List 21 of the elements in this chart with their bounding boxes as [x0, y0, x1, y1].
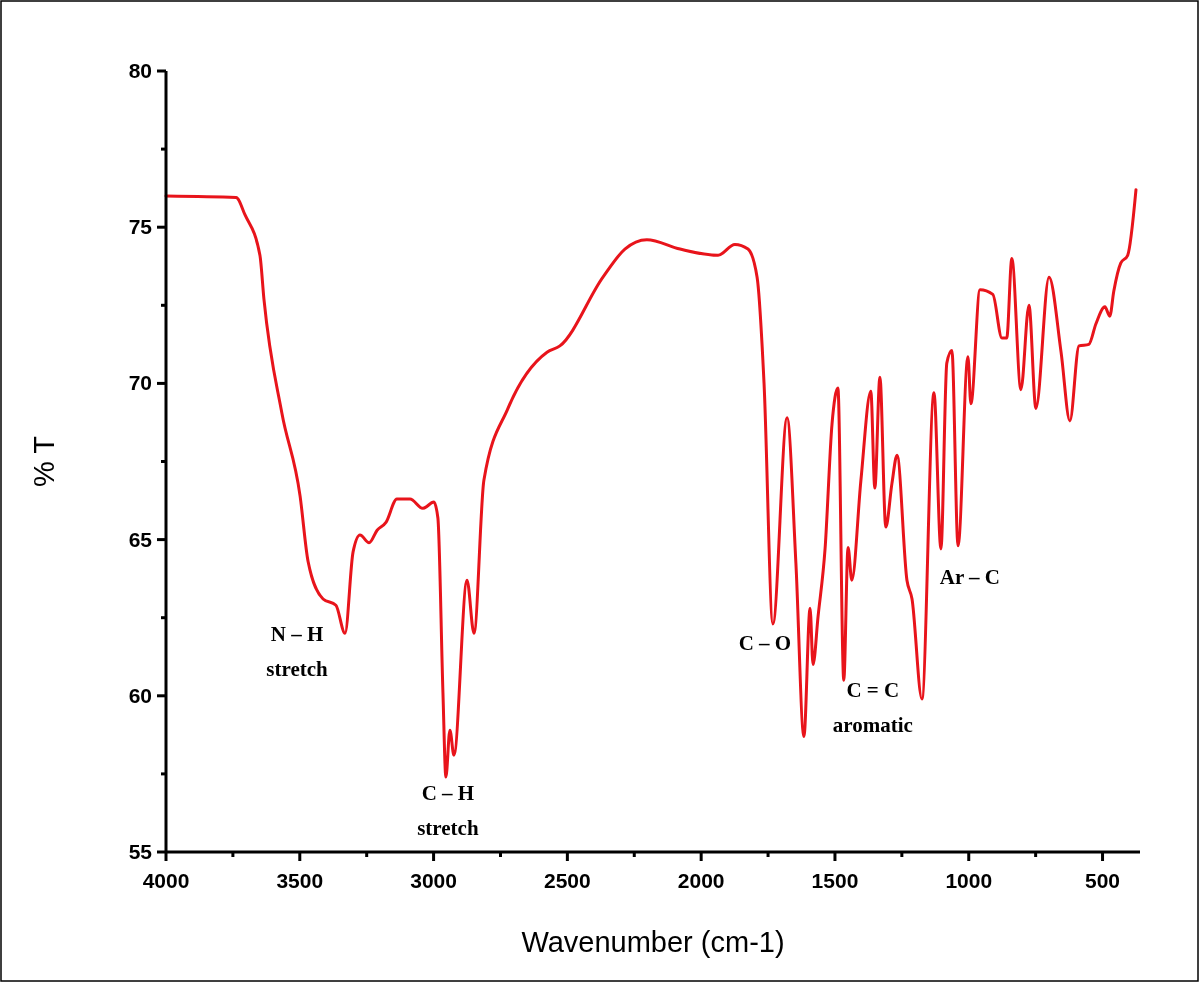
- x-tick-label: 4000: [142, 869, 190, 892]
- x-axis-title: Wavenumber (cm-1): [521, 926, 785, 958]
- x-tick-label: 500: [1085, 869, 1121, 892]
- y-axis-title: % T: [28, 435, 60, 488]
- y-tick-label: 80: [128, 59, 152, 82]
- annotation: Ar – C: [939, 564, 1001, 589]
- x-tick-label: 1000: [945, 869, 993, 892]
- y-tick-label: 75: [128, 215, 153, 239]
- x-tick-label: 2500: [544, 869, 591, 892]
- annotation: C – O: [738, 630, 792, 655]
- y-tick-label: 65: [128, 527, 153, 551]
- y-tick-label: 60: [128, 683, 152, 707]
- y-tick-label: 70: [128, 371, 152, 395]
- x-tick-label: 1500: [811, 869, 859, 892]
- y-tick-label: 55: [128, 840, 153, 863]
- annotation: C = C aromatic: [832, 678, 913, 738]
- x-tick-label: 3500: [276, 869, 324, 892]
- x-tick-label: 3000: [410, 869, 457, 892]
- annotation: N – H stretch: [266, 622, 329, 682]
- x-tick-label: 2000: [677, 869, 725, 892]
- annotation: C – H stretch: [417, 781, 479, 841]
